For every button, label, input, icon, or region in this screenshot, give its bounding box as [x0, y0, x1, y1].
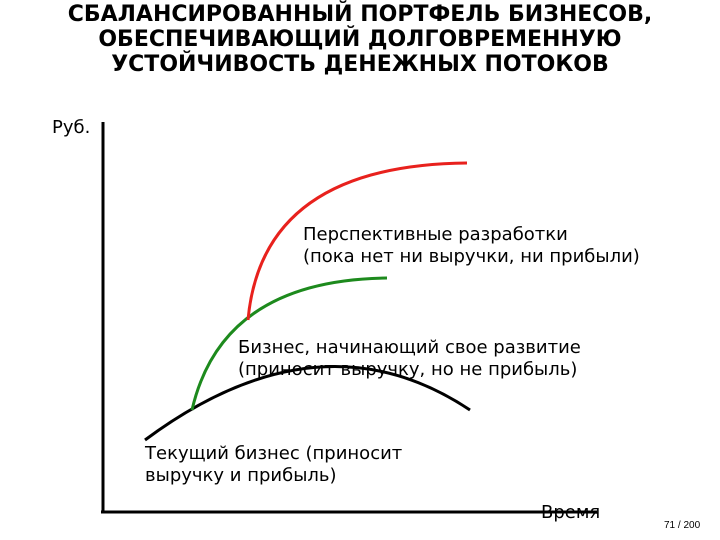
curve-developing-business [190, 276, 388, 411]
label-current-line-2: выручку и прибыль) [145, 465, 337, 486]
label-current-line-1: Текущий бизнес (приносит [145, 443, 403, 464]
label-prospective-line-1: Перспективные разработки [303, 224, 568, 245]
page-title: СБАЛАНСИРОВАННЫЙ ПОРТФЕЛЬ БИЗНЕСОВ, ОБЕС… [0, 2, 720, 77]
label-developing-line-1: Бизнес, начинающий свое развитие [238, 337, 581, 358]
label-prospective-line-2: (пока нет ни выручки, ни прибыли) [303, 246, 640, 267]
curve-prospective-developments [246, 161, 468, 321]
title-line-1: СБАЛАНСИРОВАННЫЙ ПОРТФЕЛЬ БИЗНЕСОВ, [67, 2, 653, 27]
y-axis-label: Руб. [52, 117, 91, 138]
title-line-2: ОБЕСПЕЧИВАЮЩИЙ ДОЛГОВРЕМЕННУЮ [98, 27, 622, 52]
label-developing-line-2: (приносит выручку, но не прибыль) [238, 359, 578, 380]
page-number: 71 / 200 [664, 520, 701, 531]
x-axis-label: Время [541, 502, 601, 523]
title-line-3: УСТОЙЧИВОСТЬ ДЕНЕЖНЫХ ПОТОКОВ [111, 52, 609, 77]
